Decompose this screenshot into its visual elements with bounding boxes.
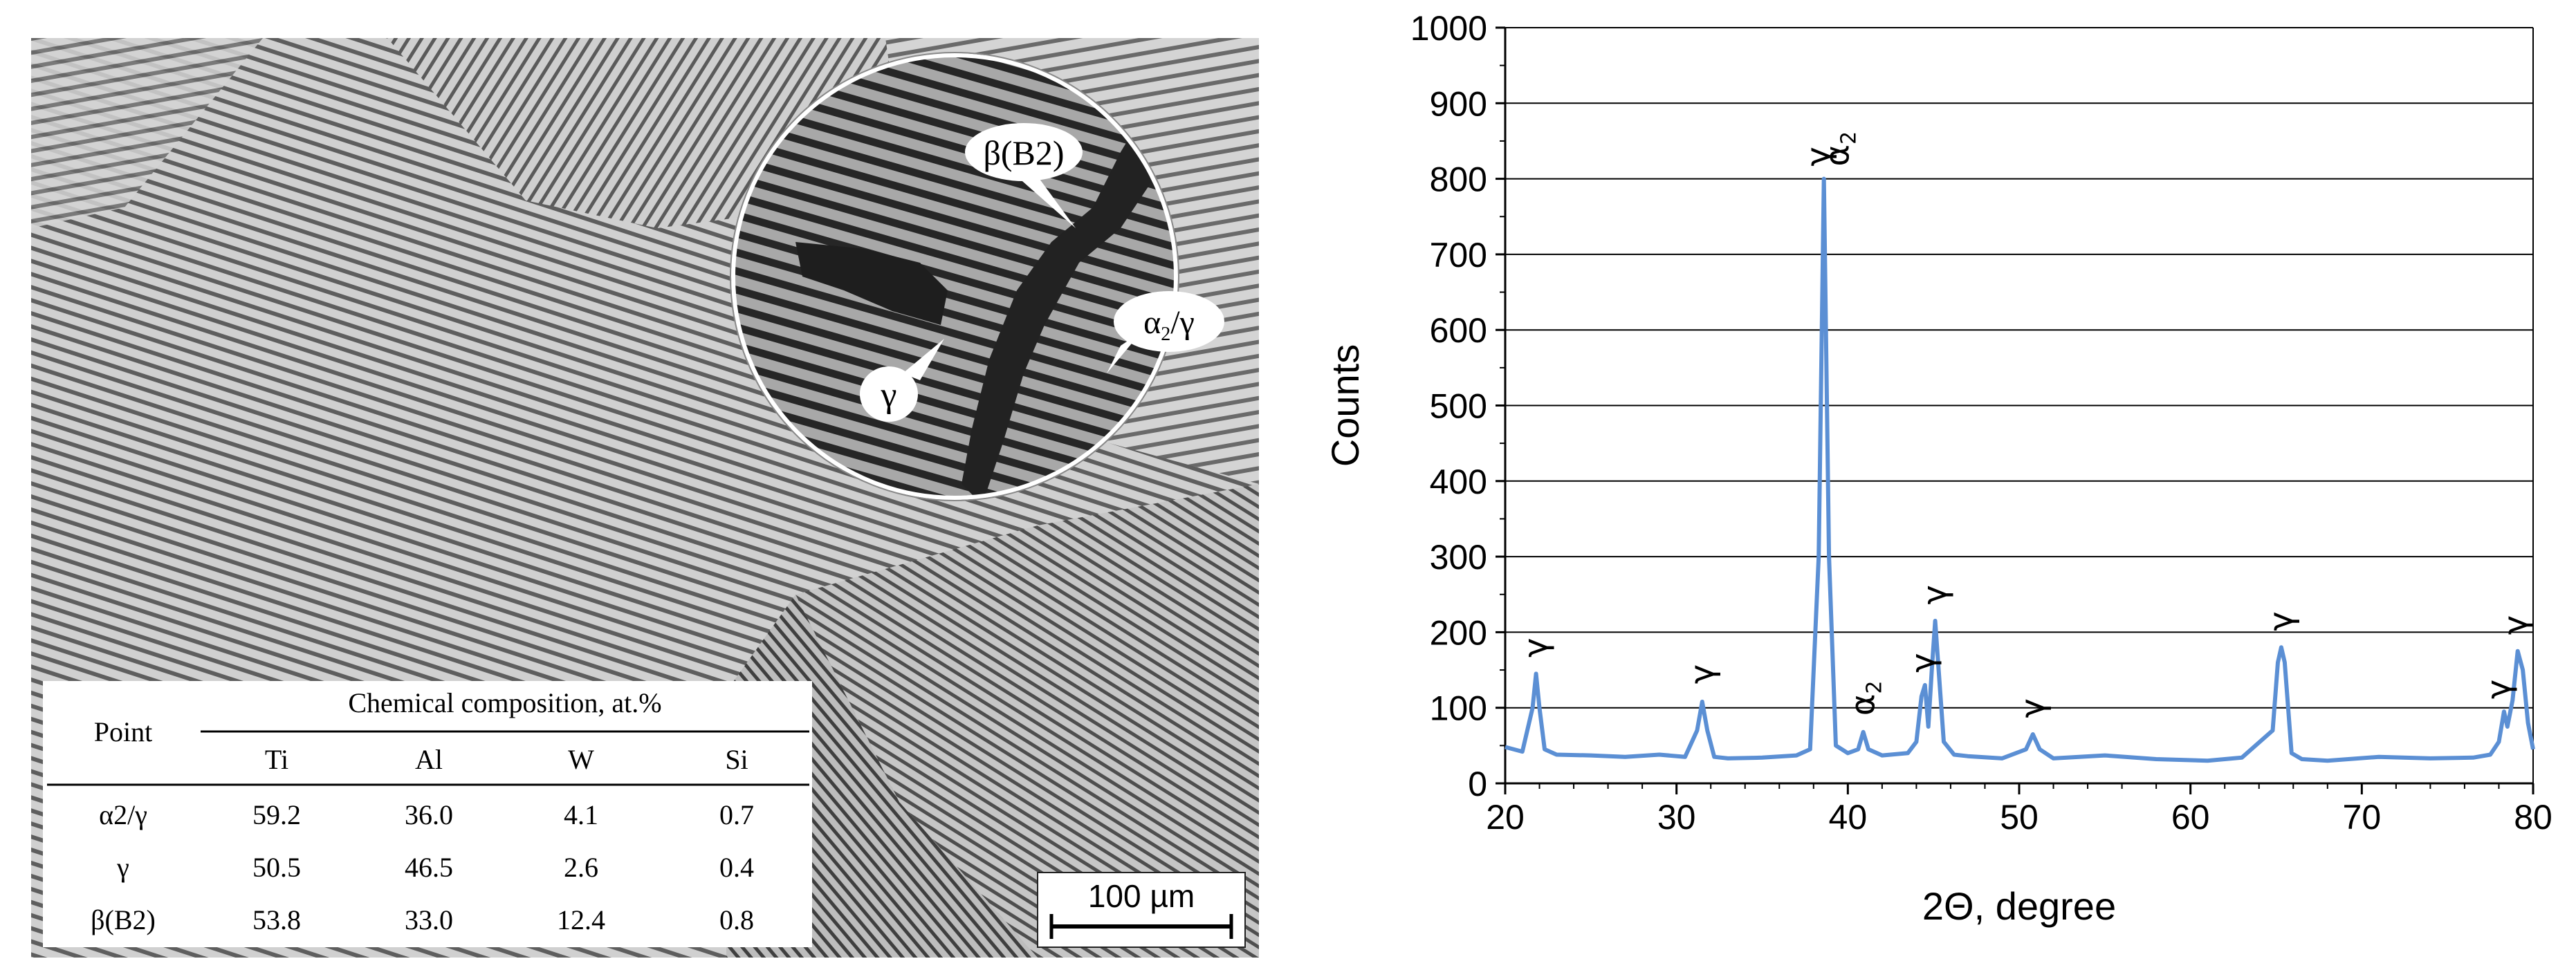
table-cell: 2.6 xyxy=(564,852,598,883)
peak-annotation: γ xyxy=(2014,698,2052,718)
x-tick-label: 20 xyxy=(1486,798,1525,837)
peak-annotation: γ xyxy=(2262,611,2301,631)
peak-annotation: α2 xyxy=(1818,131,1861,167)
y-tick-label: 0 xyxy=(1468,765,1487,803)
y-tick-label: 100 xyxy=(1430,689,1487,728)
gamma-callout xyxy=(860,366,918,422)
table-header-al: Al xyxy=(415,744,443,775)
xrd-chart: 0 100 200 300 400 500 600 700 800 900 1000 20 30 40 5… xyxy=(1323,9,2552,928)
table-cell: 50.5 xyxy=(252,852,301,883)
y-tick-label: 400 xyxy=(1430,463,1487,501)
table-cell: 0.8 xyxy=(719,904,754,935)
x-tick-label: 40 xyxy=(1829,798,1868,837)
table-cell: 53.8 xyxy=(252,904,301,935)
table-cell: 36.0 xyxy=(405,799,453,830)
x-tick-label: 30 xyxy=(1657,798,1696,837)
table-cell-point: β(B2) xyxy=(91,904,156,935)
table-header-ti: Ti xyxy=(265,744,288,775)
y-tick-label: 1000 xyxy=(1410,9,1487,48)
inset-magnification: β(B2) α2/γ γ xyxy=(730,52,1224,501)
peak-annotation: γ xyxy=(1916,585,1955,604)
scale-bar: 100 µm xyxy=(1037,872,1246,948)
table-cell-point: γ xyxy=(116,852,129,883)
peak-annotation: γ xyxy=(1904,653,1942,673)
x-axis-ticks: 20 30 40 50 60 70 80 xyxy=(1486,783,2552,837)
table-row: γ 50.5 46.5 2.6 0.4 xyxy=(116,852,754,883)
y-tick-label: 800 xyxy=(1430,160,1487,199)
peak-annotation: γ xyxy=(1683,664,1722,684)
beta-phase-region xyxy=(962,118,1176,498)
table-cell-point: α2/γ xyxy=(99,799,147,830)
y-tick-label: 300 xyxy=(1430,538,1487,577)
table-header-w: W xyxy=(568,744,594,775)
series-line xyxy=(1505,176,2535,763)
table-cell: 33.0 xyxy=(405,904,453,935)
scale-bar-label: 100 µm xyxy=(1088,878,1195,914)
y-tick-label: 700 xyxy=(1430,236,1487,274)
peak-annotation: γ xyxy=(2496,615,2535,635)
chart-series xyxy=(1505,176,2535,763)
x-tick-label: 80 xyxy=(2514,798,2552,837)
x-tick-label: 50 xyxy=(2000,798,2039,837)
peak-annotation: α2 xyxy=(1844,680,1887,716)
peak-annotation: γ xyxy=(1517,638,1556,658)
alpha2-gamma-label: α2/γ xyxy=(1143,304,1195,345)
beta-phase-region xyxy=(795,242,948,325)
table-header-si: Si xyxy=(725,744,748,775)
y-tick-label: 900 xyxy=(1430,84,1487,123)
composition-table: Point Chemical composition, at.% Ti Al W… xyxy=(43,681,812,947)
table-cell: 0.7 xyxy=(719,799,754,830)
gamma-label: γ xyxy=(881,375,897,415)
table-cell: 0.4 xyxy=(719,852,754,883)
table-header-group: Chemical composition, at.% xyxy=(348,687,661,718)
x-axis-label: 2Θ, degree xyxy=(1922,884,2116,928)
peak-annotation: γ xyxy=(2479,680,2518,699)
table-cell: 4.1 xyxy=(564,799,598,830)
micrograph-panel: β(B2) α2/γ γ 100 µm Point Chemical compo… xyxy=(31,38,1259,958)
y-axis-label: Counts xyxy=(1323,344,1367,467)
y-tick-label: 600 xyxy=(1430,311,1487,350)
table-row: β(B2) 53.8 33.0 12.4 0.8 xyxy=(91,904,754,935)
beta-label: β(B2) xyxy=(983,133,1064,172)
y-tick-label: 500 xyxy=(1430,387,1487,426)
table-cell: 12.4 xyxy=(557,904,605,935)
chart-gridlines xyxy=(1505,27,2533,709)
x-tick-label: 60 xyxy=(2171,798,2210,837)
table-header-point: Point xyxy=(94,716,152,747)
table-cell: 46.5 xyxy=(405,852,453,883)
y-tick-label: 200 xyxy=(1430,613,1487,652)
x-tick-label: 70 xyxy=(2343,798,2382,837)
beta-callout xyxy=(965,123,1083,181)
table-row: α2/γ 59.2 36.0 4.1 0.7 xyxy=(99,799,754,830)
peak-annotation: γ xyxy=(1799,147,1838,166)
y-axis-ticks: 0 100 200 300 400 500 600 700 800 900 1000 xyxy=(1410,9,1505,803)
alpha2-gamma-callout xyxy=(1114,291,1224,352)
table-cell: 59.2 xyxy=(252,799,301,830)
